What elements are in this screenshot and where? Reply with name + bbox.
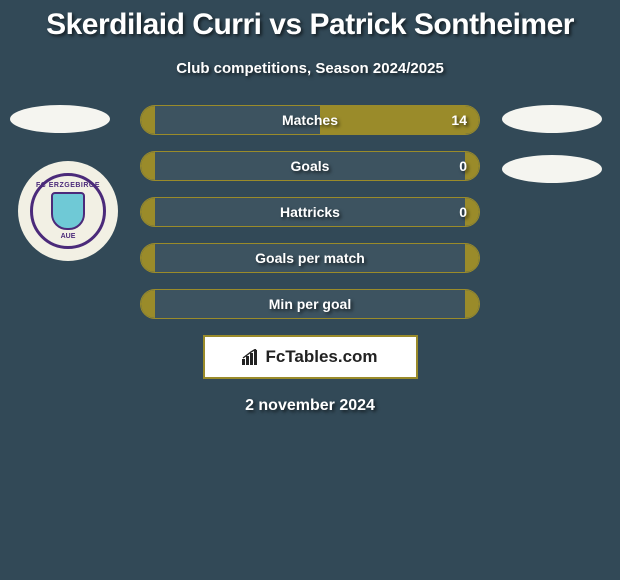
brand-text: FcTables.com — [265, 347, 377, 367]
stat-value-right: 0 — [459, 152, 467, 180]
club-logo-top-text: FC ERZGEBIRGE — [36, 182, 100, 189]
right-player-placeholder-2 — [502, 155, 602, 183]
stat-label: Min per goal — [141, 290, 479, 318]
right-player-placeholder-1 — [502, 105, 602, 133]
stat-row: Hattricks0 — [140, 197, 480, 227]
subtitle: Club competitions, Season 2024/2025 — [0, 60, 620, 77]
content-area: FC ERZGEBIRGE AUE Matches14Goals0Hattric… — [0, 105, 620, 415]
brand-box: FcTables.com — [203, 335, 418, 379]
club-logo: FC ERZGEBIRGE AUE — [18, 161, 118, 261]
page-title: Skerdilaid Curri vs Patrick Sontheimer — [0, 0, 620, 42]
left-player-placeholder — [10, 105, 110, 133]
stat-label: Goals — [141, 152, 479, 180]
brand-chart-icon — [242, 349, 262, 370]
stat-label: Hattricks — [141, 198, 479, 226]
club-logo-bottom-text: AUE — [61, 233, 76, 240]
stat-row: Matches14 — [140, 105, 480, 135]
stat-row: Goals per match — [140, 243, 480, 273]
stat-value-right: 14 — [451, 106, 467, 134]
stat-rows: Matches14Goals0Hattricks0Goals per match… — [140, 105, 480, 319]
stat-row: Goals0 — [140, 151, 480, 181]
stat-label: Matches — [141, 106, 479, 134]
club-logo-shield-icon — [51, 192, 85, 230]
stat-value-right: 0 — [459, 198, 467, 226]
stat-row: Min per goal — [140, 289, 480, 319]
date-text: 2 november 2024 — [0, 397, 620, 415]
stat-label: Goals per match — [141, 244, 479, 272]
